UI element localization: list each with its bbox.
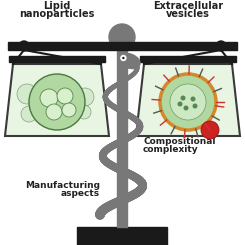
Circle shape: [177, 101, 183, 107]
Circle shape: [19, 41, 29, 51]
Polygon shape: [136, 64, 240, 136]
Circle shape: [76, 88, 94, 106]
Circle shape: [17, 84, 37, 104]
Text: Compositional: Compositional: [143, 137, 216, 147]
Text: complexity: complexity: [143, 146, 199, 155]
Circle shape: [21, 106, 37, 122]
Circle shape: [191, 97, 196, 101]
Circle shape: [160, 74, 216, 130]
Polygon shape: [77, 227, 167, 245]
Polygon shape: [9, 56, 105, 62]
Text: vesicles: vesicles: [166, 9, 210, 19]
Polygon shape: [140, 56, 236, 62]
Text: potency: potency: [143, 94, 184, 102]
Circle shape: [193, 103, 197, 109]
Circle shape: [77, 105, 91, 119]
Circle shape: [122, 57, 125, 59]
Polygon shape: [5, 64, 109, 136]
Circle shape: [121, 56, 126, 61]
Circle shape: [181, 96, 185, 100]
Polygon shape: [117, 50, 127, 227]
Text: Clinical: Clinical: [63, 112, 100, 122]
Text: aspects: aspects: [61, 188, 100, 197]
Circle shape: [62, 103, 76, 117]
Circle shape: [57, 88, 73, 104]
Circle shape: [216, 41, 226, 51]
Circle shape: [29, 74, 85, 130]
Polygon shape: [8, 42, 237, 50]
Circle shape: [46, 104, 62, 120]
Text: Extracellular: Extracellular: [153, 1, 223, 11]
Circle shape: [170, 84, 206, 120]
Text: translatability: translatability: [27, 121, 100, 130]
Text: Transfection: Transfection: [143, 86, 206, 95]
Text: Lipid: Lipid: [43, 1, 71, 11]
Circle shape: [40, 89, 58, 107]
Circle shape: [201, 121, 219, 139]
Circle shape: [109, 24, 135, 50]
Text: Manufacturing: Manufacturing: [25, 181, 100, 189]
Circle shape: [184, 106, 188, 110]
Text: nanoparticles: nanoparticles: [19, 9, 95, 19]
Ellipse shape: [119, 53, 140, 69]
